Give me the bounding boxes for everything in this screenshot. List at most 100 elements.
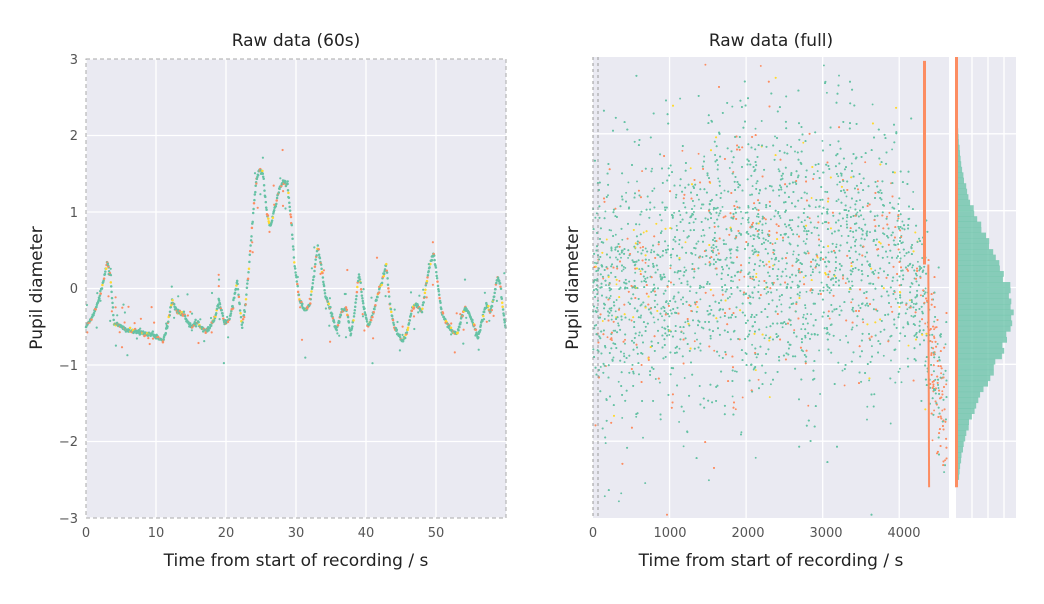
data-point (297, 291, 300, 294)
data-point (631, 320, 633, 322)
data-point (702, 256, 704, 258)
data-point (479, 329, 481, 331)
data-point (613, 357, 615, 359)
data-point (317, 244, 320, 247)
data-point (286, 183, 289, 186)
data-point (151, 306, 153, 308)
data-point (715, 254, 717, 256)
data-point (435, 275, 438, 278)
data-point (398, 334, 401, 337)
data-point (459, 321, 462, 324)
data-point (684, 321, 686, 323)
data-point (364, 314, 367, 317)
data-point (937, 343, 939, 345)
data-point (873, 299, 875, 301)
data-point (864, 161, 866, 163)
data-point (249, 244, 252, 247)
data-point (640, 247, 642, 249)
data-point (717, 249, 719, 251)
data-point (756, 215, 758, 217)
data-point (796, 233, 798, 235)
data-point (358, 276, 361, 279)
data-point (111, 297, 114, 300)
data-point (105, 267, 108, 270)
data-point (604, 210, 606, 212)
data-point (356, 291, 359, 294)
data-point (796, 258, 798, 260)
data-point (381, 282, 384, 285)
data-point (845, 282, 847, 284)
data-point (901, 381, 903, 383)
data-point (945, 343, 947, 345)
data-point (291, 237, 294, 240)
histogram-bar (957, 216, 977, 222)
data-point (645, 262, 647, 264)
data-point (732, 280, 734, 282)
data-point (219, 318, 221, 320)
histogram-bar (957, 364, 994, 370)
data-point (484, 292, 486, 294)
data-point (388, 295, 391, 298)
x-tick-label: 20 (218, 526, 235, 541)
data-point (293, 261, 296, 264)
data-point (311, 267, 313, 269)
data-point (921, 243, 923, 245)
data-point (237, 294, 240, 297)
data-point (149, 343, 151, 345)
data-point (850, 301, 852, 303)
data-point (107, 266, 109, 268)
data-point (363, 288, 365, 290)
data-point (428, 266, 431, 269)
data-point (826, 92, 828, 94)
data-point (745, 212, 747, 214)
data-point (267, 214, 270, 217)
data-point (206, 330, 208, 332)
data-point (407, 327, 410, 330)
data-point (621, 270, 623, 272)
y-tick-label: 1 (70, 206, 78, 221)
data-point (210, 317, 212, 319)
data-point (313, 246, 315, 248)
data-point (167, 320, 170, 323)
data-point (265, 206, 268, 209)
data-point (474, 334, 476, 336)
histogram-bar (957, 189, 967, 195)
data-point (656, 303, 658, 305)
y-tick-label: 2 (70, 129, 78, 144)
data-point (628, 301, 630, 303)
data-point (86, 331, 88, 333)
data-point (368, 323, 371, 326)
data-point (785, 226, 787, 228)
data-point (189, 311, 191, 313)
data-point (661, 315, 663, 317)
data-point (432, 284, 434, 286)
data-point (653, 316, 655, 318)
data-point (121, 346, 123, 348)
data-point (618, 381, 620, 383)
data-point (296, 280, 299, 283)
data-point (402, 340, 405, 343)
data-point (376, 257, 378, 259)
data-point (252, 212, 255, 215)
data-point (496, 300, 498, 302)
histogram-bar (957, 337, 1007, 343)
data-point (806, 238, 808, 240)
data-point (366, 320, 369, 323)
data-point (661, 326, 663, 328)
data-point (169, 311, 172, 314)
data-point (390, 311, 393, 314)
data-point (500, 288, 503, 291)
data-point (259, 193, 261, 195)
data-point (426, 280, 429, 283)
data-point (684, 377, 686, 379)
data-point (152, 338, 154, 340)
histogram-bar (957, 255, 996, 261)
data-point (191, 329, 193, 331)
data-point (418, 295, 420, 297)
data-point (806, 193, 808, 195)
y-tick-label: −3 (59, 512, 78, 527)
data-point (713, 247, 715, 249)
data-point (356, 286, 359, 289)
data-point (391, 315, 394, 318)
data-point (431, 259, 434, 262)
